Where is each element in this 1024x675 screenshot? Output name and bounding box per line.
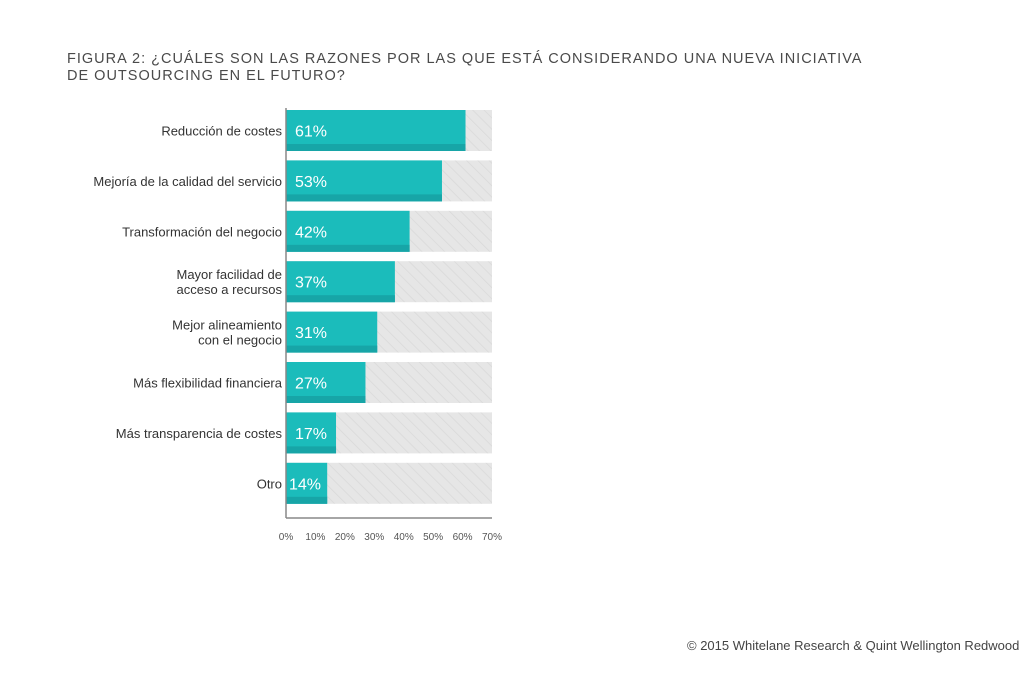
bar-shade [286,446,337,454]
bar-shade [286,396,366,403]
bar-shade [286,194,442,202]
data-label: 31% [295,325,327,342]
x-tick-label: 60% [453,532,473,543]
category-label: Más transparencia de costes [116,426,283,441]
bar-shade [286,244,410,252]
bar-shade [286,295,395,303]
category-label: Transformación del negocio [122,224,282,239]
bar-shade [286,144,466,151]
x-tick-label: 0% [279,532,294,543]
x-tick-label: 70% [482,532,502,543]
x-tick-label: 20% [335,532,355,543]
category-label: Mejoría de la calidad del servicio [93,174,282,189]
category-label: Otro [257,476,282,491]
category-label: con el negocio [198,333,282,348]
copyright-footer: © 2015 Whitelane Research & Quint Wellin… [687,638,1020,653]
category-label: Reducción de costes [161,124,282,139]
category-label: Más flexibilidad financiera [133,376,283,391]
chart-title: FIGURA 2: ¿CUÁLES SON LAS RAZONES POR LA… [67,51,862,84]
data-label: 37% [295,275,327,292]
data-label: 42% [295,224,327,241]
x-tick-label: 50% [423,532,443,543]
bar-shade [286,345,378,353]
data-label: 27% [295,376,327,393]
x-tick-label: 10% [305,532,325,543]
data-label: 14% [289,476,321,493]
bar-shade [286,496,328,504]
x-tick-label: 40% [394,532,414,543]
data-label: 17% [295,426,327,443]
x-tick-label: 30% [364,532,384,543]
category-label: acceso a recursos [177,282,283,297]
data-label: 61% [295,124,327,141]
category-label: Mejor alineamiento [172,318,282,333]
data-label: 53% [295,174,327,191]
category-label: Mayor facilidad de [177,267,283,282]
